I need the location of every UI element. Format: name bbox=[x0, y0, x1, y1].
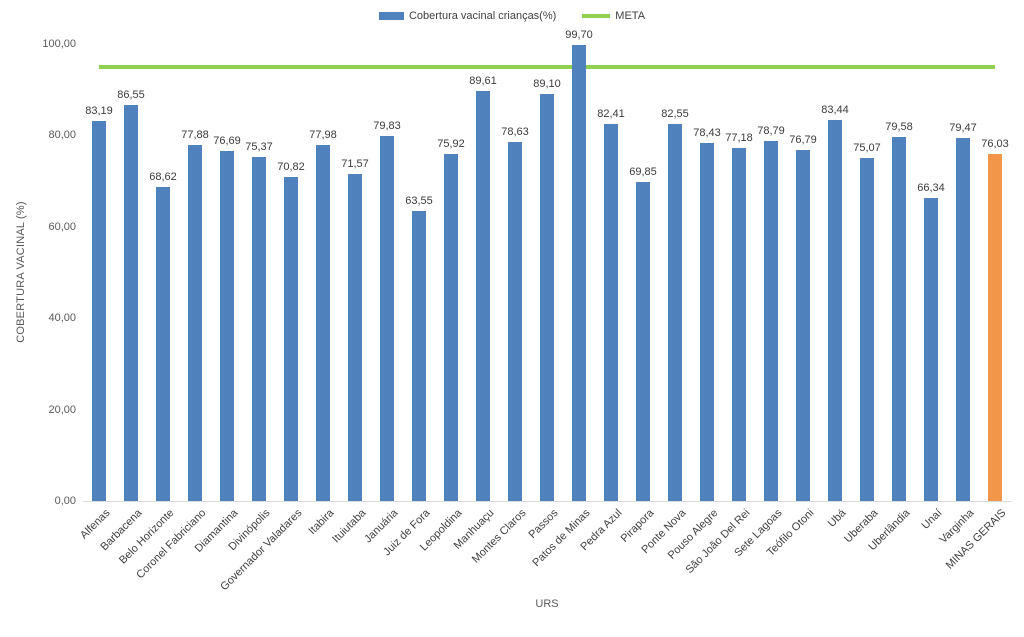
value-label: 76,03 bbox=[981, 137, 1009, 150]
value-label: 71,57 bbox=[341, 157, 369, 170]
bar bbox=[156, 187, 170, 501]
bar-highlight bbox=[988, 153, 1002, 501]
bar bbox=[316, 144, 330, 501]
bar bbox=[604, 124, 618, 501]
y-tick-label: 0,00 bbox=[54, 495, 76, 507]
legend-meta-label: META bbox=[615, 10, 646, 22]
bar bbox=[348, 173, 362, 501]
value-label: 76,69 bbox=[213, 134, 241, 147]
bar bbox=[860, 157, 874, 501]
value-label: 75,37 bbox=[245, 140, 273, 153]
bar bbox=[828, 119, 842, 501]
bar bbox=[764, 140, 778, 501]
value-label: 70,82 bbox=[277, 161, 305, 174]
bar bbox=[508, 141, 522, 501]
y-tick-label: 80,00 bbox=[48, 129, 76, 142]
y-tick-label: 60,00 bbox=[48, 220, 76, 233]
value-label: 86,55 bbox=[117, 89, 145, 102]
chart-legend: Cobertura vacinal crianças(%) META bbox=[0, 10, 1024, 22]
legend-series-label: Cobertura vacinal crianças(%) bbox=[408, 10, 557, 22]
bar bbox=[92, 120, 106, 501]
value-label: 82,41 bbox=[597, 108, 625, 121]
bar bbox=[284, 177, 298, 501]
bar-series-swatch-icon bbox=[378, 12, 404, 20]
bar bbox=[476, 91, 490, 501]
x-axis-title: URS bbox=[535, 598, 559, 610]
bar bbox=[540, 93, 554, 501]
value-label: 66,34 bbox=[917, 181, 945, 194]
value-label: 69,85 bbox=[629, 165, 657, 178]
meta-goal-line bbox=[99, 64, 995, 69]
value-label: 78,79 bbox=[757, 124, 785, 137]
bar bbox=[124, 105, 138, 501]
bar bbox=[188, 145, 202, 501]
bar bbox=[636, 181, 650, 501]
x-axis-line bbox=[83, 501, 1011, 502]
bar bbox=[252, 156, 266, 501]
bar bbox=[444, 154, 458, 501]
value-label: 77,98 bbox=[309, 128, 337, 141]
bar bbox=[220, 150, 234, 501]
y-tick-label: 100,00 bbox=[42, 38, 76, 50]
bar bbox=[956, 137, 970, 501]
value-label: 82,55 bbox=[661, 107, 689, 120]
value-label: 75,92 bbox=[437, 138, 465, 151]
value-label: 99,70 bbox=[565, 29, 593, 42]
bar bbox=[572, 45, 586, 501]
value-label: 78,63 bbox=[501, 125, 529, 138]
legend-item-coverage-series: Cobertura vacinal crianças(%) bbox=[378, 10, 557, 22]
bar bbox=[732, 148, 746, 501]
value-label: 76,79 bbox=[789, 134, 817, 147]
bar bbox=[668, 123, 682, 501]
bar bbox=[924, 197, 938, 501]
value-label: 79,83 bbox=[373, 120, 401, 133]
value-label: 63,55 bbox=[405, 194, 433, 207]
value-label: 77,18 bbox=[725, 132, 753, 145]
value-label: 68,62 bbox=[149, 171, 177, 184]
y-tick-label: 40,00 bbox=[48, 312, 76, 325]
meta-line-swatch-icon bbox=[582, 14, 611, 18]
bar bbox=[892, 137, 906, 501]
value-label: 83,19 bbox=[85, 104, 113, 117]
value-label: 89,61 bbox=[469, 75, 497, 88]
bar bbox=[796, 150, 810, 501]
legend-item-meta: META bbox=[582, 10, 645, 22]
value-label: 77,88 bbox=[181, 129, 209, 142]
value-label: 75,07 bbox=[853, 141, 881, 154]
bar bbox=[412, 210, 426, 501]
value-label: 79,47 bbox=[949, 121, 977, 134]
y-tick-label: 20,00 bbox=[48, 403, 76, 416]
bar bbox=[380, 136, 394, 501]
value-label: 78,43 bbox=[693, 126, 721, 139]
value-label: 79,58 bbox=[885, 121, 913, 134]
value-label: 83,44 bbox=[821, 103, 849, 116]
bar bbox=[700, 142, 714, 501]
value-label: 89,10 bbox=[533, 77, 561, 90]
